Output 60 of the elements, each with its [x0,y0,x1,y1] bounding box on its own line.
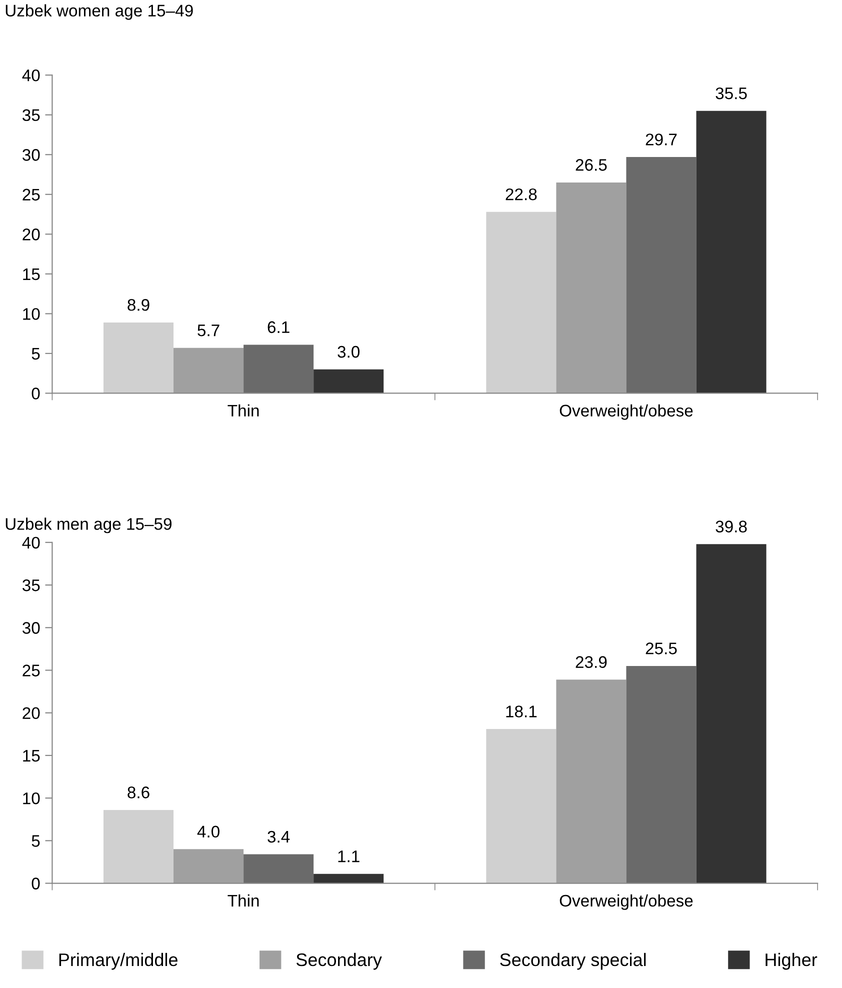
data-label: 6.1 [268,321,290,334]
y-tick-label: 40 [22,536,40,549]
data-label: 3.0 [338,346,360,358]
data-label: 29.7 [646,134,677,146]
bar [103,322,174,394]
bar [103,810,174,884]
y-tick-label: 10 [23,308,40,320]
data-label: 5.7 [198,324,220,336]
data-label: 26.5 [576,159,607,171]
y-tick-label: 5 [32,835,40,847]
bar [174,849,244,884]
bar [556,680,626,884]
bar [486,729,556,884]
x-tick-label: Overweight/obese [560,404,693,420]
y-tick-label: 15 [23,750,40,762]
data-label: 22.8 [506,188,537,200]
y-tick-label: 25 [22,664,40,676]
data-label: 35.5 [716,87,747,100]
y-tick-label: 30 [22,622,40,634]
legend-label: Secondary special [500,952,646,970]
legend-label: Secondary [296,952,382,970]
bar [174,348,244,394]
data-label: 18.1 [506,706,537,718]
bar [486,212,556,394]
y-tick-label: 35 [22,579,40,592]
y-tick-label: 30 [22,149,40,161]
data-label: 1.1 [338,850,360,862]
bar [244,854,314,884]
bar [244,344,314,394]
y-tick-label: 0 [32,878,40,890]
bar [314,369,384,394]
data-label: 39.8 [716,520,747,532]
data-label: 3.4 [268,830,290,843]
bar [696,110,766,394]
x-tick-label: Thin [228,404,259,416]
chart-title: Uzbek women age 15–49 [6,4,193,20]
bar [314,874,384,884]
data-label: 23.9 [576,656,607,668]
y-tick-label: 40 [22,69,40,82]
chart-title: Uzbek men age 15–59 [6,518,172,534]
y-tick-label: 25 [22,188,40,201]
y-tick-label: 35 [22,109,40,122]
bar [626,666,696,884]
data-label: 4.0 [197,826,220,838]
x-tick-label: Thin [228,894,259,906]
legend-label: Higher [766,952,818,970]
y-tick-label: 0 [32,388,40,400]
bar [556,182,626,394]
data-label: 8.6 [128,786,150,798]
y-tick-label: 10 [23,792,40,804]
y-tick-label: 20 [22,228,40,240]
bar [696,544,766,884]
y-tick-label: 15 [23,268,40,280]
data-label: 8.9 [128,299,150,311]
y-tick-label: 5 [32,348,40,360]
y-tick-label: 20 [22,707,40,720]
data-label: 25.5 [646,642,677,654]
x-tick-label: Overweight/obese [560,894,693,910]
bar [626,157,696,394]
legend-label: Primary/middle [59,952,178,970]
